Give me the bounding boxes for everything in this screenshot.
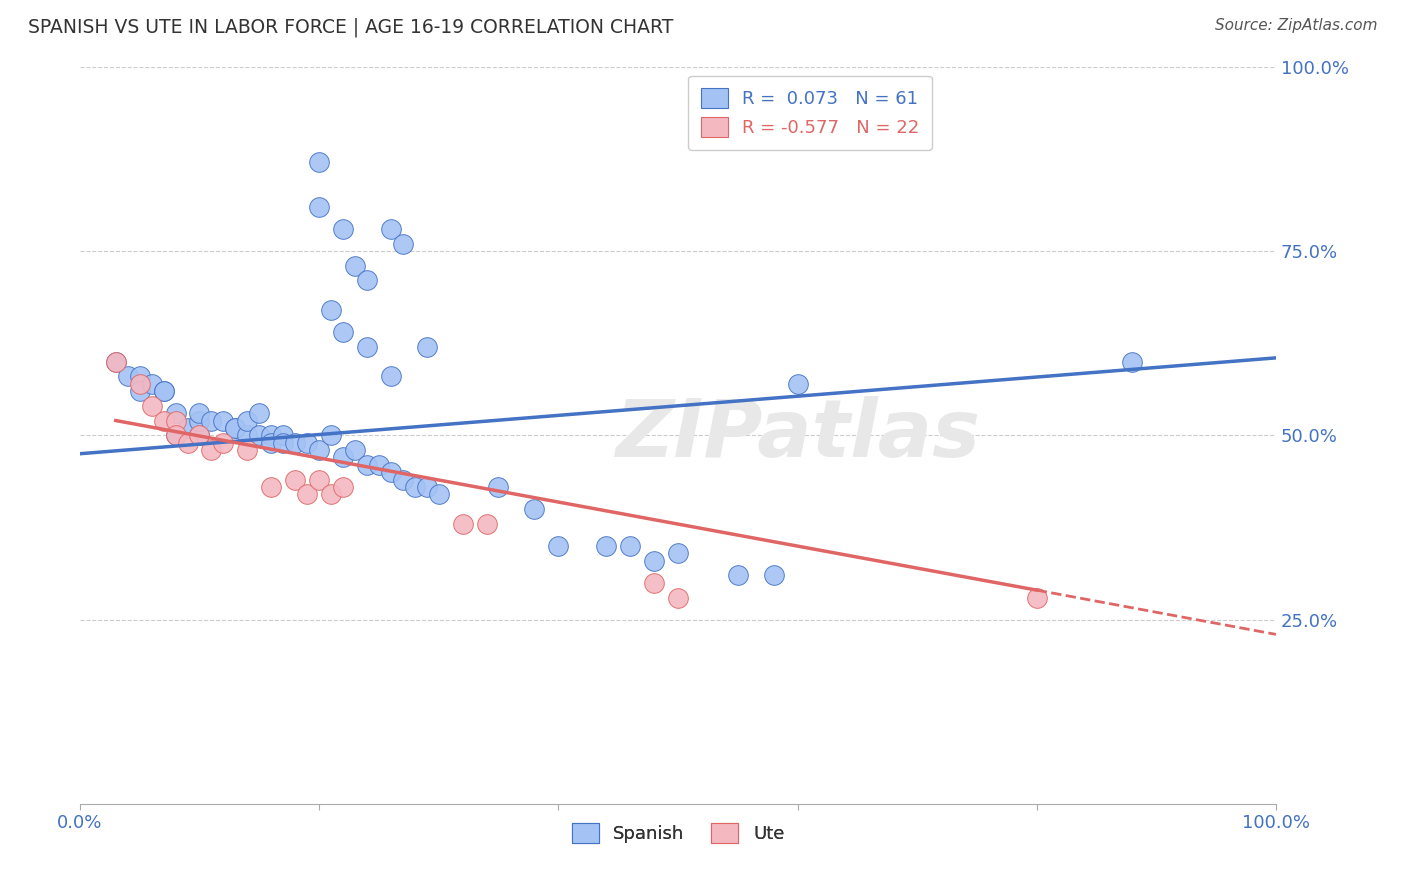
Point bbox=[391, 473, 413, 487]
Point bbox=[188, 428, 211, 442]
Point bbox=[1121, 354, 1143, 368]
Point bbox=[236, 443, 259, 458]
Point bbox=[284, 435, 307, 450]
Point bbox=[260, 428, 283, 442]
Legend: Spanish, Ute: Spanish, Ute bbox=[564, 816, 792, 850]
Point bbox=[416, 480, 439, 494]
Point bbox=[247, 428, 270, 442]
Point bbox=[152, 384, 174, 398]
Point bbox=[308, 443, 330, 458]
Point bbox=[380, 465, 402, 479]
Point bbox=[308, 200, 330, 214]
Point bbox=[165, 428, 187, 442]
Point bbox=[224, 421, 246, 435]
Point bbox=[104, 354, 127, 368]
Point bbox=[332, 222, 354, 236]
Point bbox=[319, 302, 342, 317]
Point bbox=[236, 413, 259, 427]
Point bbox=[165, 428, 187, 442]
Point bbox=[391, 236, 413, 251]
Point bbox=[332, 480, 354, 494]
Point bbox=[128, 376, 150, 391]
Point bbox=[319, 428, 342, 442]
Point bbox=[332, 450, 354, 465]
Point bbox=[367, 458, 389, 472]
Text: SPANISH VS UTE IN LABOR FORCE | AGE 16-19 CORRELATION CHART: SPANISH VS UTE IN LABOR FORCE | AGE 16-1… bbox=[28, 18, 673, 37]
Point bbox=[666, 546, 689, 560]
Point bbox=[547, 539, 569, 553]
Text: Source: ZipAtlas.com: Source: ZipAtlas.com bbox=[1215, 18, 1378, 33]
Point bbox=[176, 435, 198, 450]
Point bbox=[260, 435, 283, 450]
Point bbox=[295, 435, 318, 450]
Point bbox=[343, 259, 366, 273]
Point bbox=[666, 591, 689, 605]
Point bbox=[128, 384, 150, 398]
Point bbox=[643, 554, 665, 568]
Point bbox=[475, 516, 498, 531]
Point bbox=[260, 480, 283, 494]
Point bbox=[356, 273, 378, 287]
Point bbox=[271, 435, 294, 450]
Point bbox=[117, 369, 139, 384]
Point bbox=[643, 575, 665, 590]
Point bbox=[188, 413, 211, 427]
Point bbox=[176, 421, 198, 435]
Point bbox=[427, 487, 450, 501]
Point bbox=[284, 473, 307, 487]
Point bbox=[247, 406, 270, 420]
Point bbox=[188, 406, 211, 420]
Point bbox=[1025, 591, 1047, 605]
Point bbox=[212, 413, 235, 427]
Point bbox=[762, 568, 785, 582]
Point bbox=[380, 369, 402, 384]
Point bbox=[308, 473, 330, 487]
Point bbox=[332, 325, 354, 339]
Point bbox=[165, 413, 187, 427]
Point bbox=[786, 376, 808, 391]
Point bbox=[271, 428, 294, 442]
Point bbox=[141, 376, 163, 391]
Point bbox=[128, 369, 150, 384]
Point bbox=[380, 222, 402, 236]
Point bbox=[236, 428, 259, 442]
Point bbox=[152, 384, 174, 398]
Point bbox=[488, 480, 510, 494]
Point bbox=[165, 406, 187, 420]
Point bbox=[619, 539, 641, 553]
Point bbox=[308, 155, 330, 169]
Point bbox=[343, 443, 366, 458]
Point bbox=[595, 539, 617, 553]
Point bbox=[104, 354, 127, 368]
Point bbox=[152, 413, 174, 427]
Point bbox=[356, 340, 378, 354]
Point bbox=[200, 413, 222, 427]
Point bbox=[212, 435, 235, 450]
Point bbox=[404, 480, 426, 494]
Point bbox=[523, 502, 546, 516]
Point bbox=[356, 458, 378, 472]
Point bbox=[224, 421, 246, 435]
Point bbox=[451, 516, 474, 531]
Point bbox=[319, 487, 342, 501]
Point bbox=[416, 340, 439, 354]
Text: ZIPatlas: ZIPatlas bbox=[614, 396, 980, 475]
Point bbox=[727, 568, 749, 582]
Point bbox=[200, 443, 222, 458]
Point bbox=[295, 487, 318, 501]
Point bbox=[188, 428, 211, 442]
Point bbox=[141, 399, 163, 413]
